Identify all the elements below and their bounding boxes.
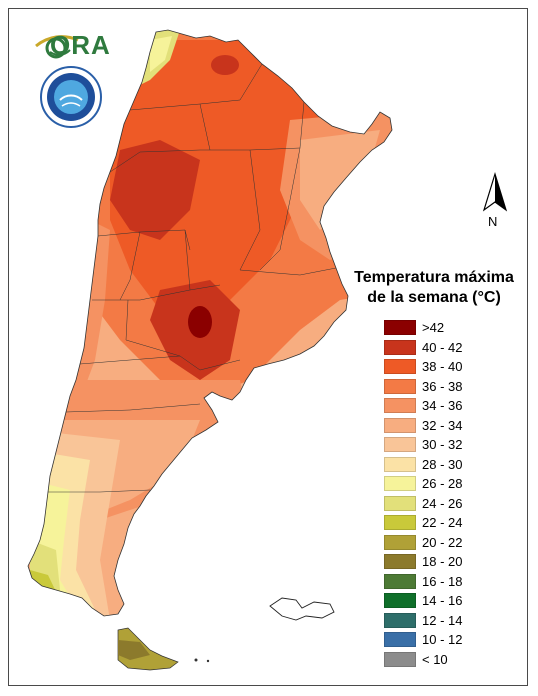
legend-swatch [384,632,416,648]
legend-title: Temperatura máxima de la semana (°C) [354,269,514,306]
legend-swatch [384,651,416,667]
legend-row: 40 - 42 [344,338,524,358]
north-arrow-icon [482,171,508,212]
legend-label: 24 - 26 [422,495,463,511]
legend-row: 20 - 22 [344,533,524,553]
legend-swatch [384,515,416,531]
legend-label: 26 - 28 [422,476,463,492]
legend-row: 28 - 30 [344,455,524,475]
island-dot [206,659,210,663]
legend-row: 26 - 28 [344,474,524,494]
legend-swatch [384,573,416,589]
legend-swatch [384,378,416,394]
tierra-del-fuego [117,627,179,671]
legend-row: 32 - 34 [344,416,524,436]
legend-row: 10 - 12 [344,630,524,650]
legend-label: 38 - 40 [422,359,463,375]
legend-swatch [384,554,416,570]
legend-label: 32 - 34 [422,417,463,433]
legend-label: 18 - 20 [422,554,463,570]
legend-label: < 10 [422,651,448,667]
legend-label: 40 - 42 [422,339,463,355]
ora-logo-icon [35,35,79,59]
legend-swatch [384,320,416,336]
legend-swatch [384,476,416,492]
legend-label: 34 - 36 [422,398,463,414]
province-borders [48,63,337,493]
legend-row: 36 - 38 [344,377,524,397]
malvinas-islands [269,597,335,621]
legend-row: 16 - 18 [344,572,524,592]
island-dot [194,658,198,662]
legend-row: 18 - 20 [344,552,524,572]
legend-label: 16 - 18 [422,573,463,589]
legend: Temperatura máxima de la semana (°C) >42… [344,268,524,669]
legend-label: 30 - 32 [422,437,463,453]
ora-logo-text: ORA [50,30,111,60]
legend-row: 22 - 24 [344,513,524,533]
legend-swatch [384,456,416,472]
legend-row: >42 [344,318,524,338]
legend-swatch [384,437,416,453]
legend-rows: >42 40 - 42 38 - 40 36 - 38 34 - 36 32 - 34 30… [344,318,524,669]
legend-label: 20 - 22 [422,534,463,550]
legend-swatch [384,534,416,550]
legend-label: 10 - 12 [422,632,463,648]
legend-row: 30 - 32 [344,435,524,455]
legend-label: 36 - 38 [422,378,463,394]
legend-label: 22 - 24 [422,515,463,531]
legend-swatch [384,339,416,355]
legend-row: 34 - 36 [344,396,524,416]
legend-swatch [384,593,416,609]
north-label: N [488,214,498,229]
legend-swatch [384,359,416,375]
legend-row: 14 - 16 [344,591,524,611]
legend-row: < 10 [344,650,524,670]
smn-seal-icon [40,66,102,128]
legend-row: 38 - 40 [344,357,524,377]
legend-swatch [384,495,416,511]
legend-row: 12 - 14 [344,611,524,631]
legend-label: 14 - 16 [422,593,463,609]
legend-swatch [384,612,416,628]
legend-swatch [384,417,416,433]
legend-label: >42 [422,320,445,336]
legend-row: 24 - 26 [344,494,524,514]
legend-swatch [384,398,416,414]
legend-label: 28 - 30 [422,456,463,472]
legend-label: 12 - 14 [422,612,463,628]
tierra-del-fuego-cool [118,640,150,660]
